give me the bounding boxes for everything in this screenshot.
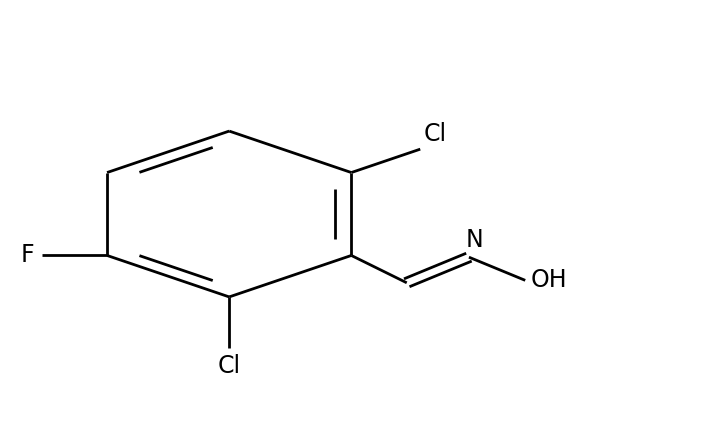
Text: Cl: Cl: [218, 354, 241, 378]
Text: N: N: [465, 228, 483, 252]
Text: Cl: Cl: [424, 122, 447, 146]
Text: F: F: [21, 244, 35, 268]
Text: OH: OH: [531, 268, 568, 292]
